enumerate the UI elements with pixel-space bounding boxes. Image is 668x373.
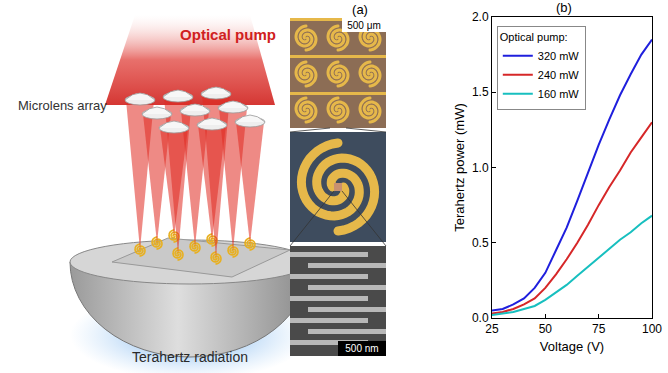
svg-text:2.0: 2.0	[472, 10, 489, 24]
svg-text:500 nm: 500 nm	[345, 343, 378, 354]
svg-text:0.0: 0.0	[472, 311, 489, 325]
svg-text:240 mW: 240 mW	[538, 69, 580, 81]
svg-text:320 mW: 320 mW	[538, 50, 580, 62]
svg-text:100: 100	[642, 322, 662, 336]
svg-text:Optical pump: Optical pump	[180, 26, 276, 43]
svg-text:1.5: 1.5	[472, 85, 489, 99]
svg-text:1.0: 1.0	[472, 161, 489, 175]
svg-text:0.5: 0.5	[472, 236, 489, 250]
svg-text:(a): (a)	[352, 2, 368, 17]
svg-text:Terahertz power (mW): Terahertz power (mW)	[452, 103, 467, 232]
svg-text:Microlens array: Microlens array	[18, 98, 107, 113]
svg-text:160 mW: 160 mW	[538, 88, 580, 100]
svg-text:Voltage (V): Voltage (V)	[540, 339, 604, 354]
svg-text:50: 50	[539, 322, 553, 336]
svg-text:Terahertz radiation: Terahertz radiation	[132, 349, 248, 365]
svg-text:500 μm: 500 μm	[347, 20, 381, 31]
svg-text:Optical pump:: Optical pump:	[500, 31, 568, 43]
svg-text:25: 25	[485, 322, 499, 336]
svg-text:(b): (b)	[556, 0, 572, 15]
svg-text:75: 75	[592, 322, 606, 336]
